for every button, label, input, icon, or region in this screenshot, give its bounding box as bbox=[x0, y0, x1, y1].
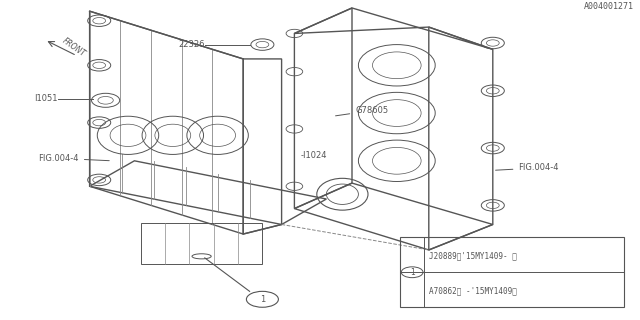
Text: J20889（'15MY1409- ）: J20889（'15MY1409- ） bbox=[429, 251, 516, 260]
Text: G78605: G78605 bbox=[335, 106, 388, 116]
Text: FRONT: FRONT bbox=[60, 36, 87, 59]
Text: A70862（ -'15MY1409）: A70862（ -'15MY1409） bbox=[429, 286, 516, 295]
Text: 22326: 22326 bbox=[179, 40, 205, 49]
Text: A004001271: A004001271 bbox=[584, 2, 634, 11]
Text: 1: 1 bbox=[410, 268, 415, 277]
Bar bbox=[141, 223, 262, 264]
Text: -I1024: -I1024 bbox=[301, 151, 327, 160]
Text: FIG.004-4: FIG.004-4 bbox=[38, 154, 109, 163]
Text: I1051: I1051 bbox=[34, 94, 58, 103]
Text: 1: 1 bbox=[260, 295, 265, 304]
Bar bbox=[400, 237, 624, 307]
Text: FIG.004-4: FIG.004-4 bbox=[495, 163, 559, 172]
